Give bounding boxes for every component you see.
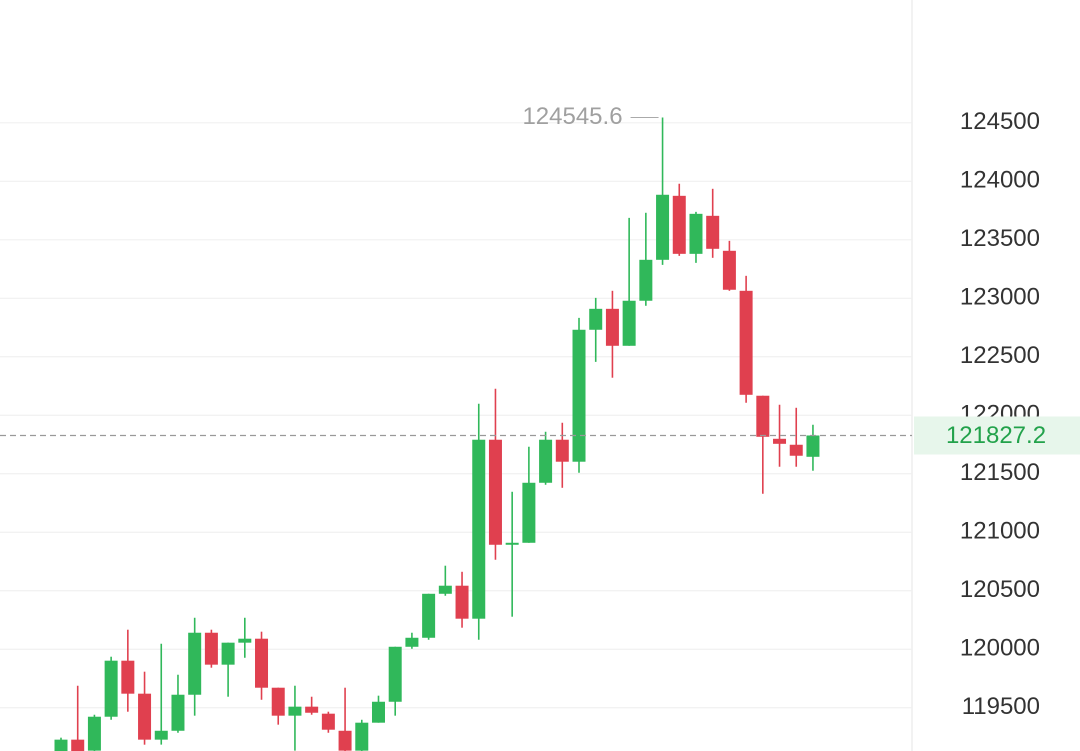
high-label: 124545.6: [522, 103, 622, 130]
last-price-label: 121827.2: [946, 422, 1046, 449]
candle-body: [204, 632, 218, 665]
candle-body: [54, 739, 68, 751]
candle-body: [455, 585, 469, 619]
candle-body: [689, 213, 703, 254]
candle-body: [656, 194, 670, 260]
candle-body: [355, 722, 369, 751]
y-tick-label: 120500: [960, 576, 1040, 603]
candle-body: [154, 730, 168, 740]
grid: [0, 122, 912, 709]
candle-body: [388, 646, 402, 702]
candle-body: [572, 329, 586, 462]
candle-body: [555, 439, 569, 462]
candle-body: [773, 438, 787, 444]
y-tick-label: 120000: [960, 635, 1040, 662]
candle-body: [188, 632, 202, 695]
y-tick-label: 122500: [960, 342, 1040, 369]
candle-body: [221, 642, 235, 665]
candle-body: [672, 195, 686, 254]
candles: [54, 117, 820, 751]
candle-body: [422, 593, 436, 638]
candle-body: [622, 300, 636, 346]
candle-body: [171, 694, 185, 731]
candle-body: [739, 290, 753, 395]
y-tick-label: 121000: [960, 518, 1040, 545]
candle-body: [756, 395, 770, 437]
candle-body: [505, 542, 519, 545]
candle-body: [321, 713, 335, 730]
labels: 1195001200001205001210001215001220001225…: [0, 103, 1080, 720]
candle-body: [371, 701, 385, 723]
candle-body: [539, 439, 553, 483]
y-tick-label: 124500: [960, 108, 1040, 135]
candle-body: [71, 739, 85, 751]
candle-body: [789, 444, 803, 456]
candle-body: [271, 687, 285, 716]
candle-body: [522, 482, 536, 543]
candle-body: [104, 660, 118, 717]
candle-body: [138, 693, 152, 740]
candle-body: [472, 439, 486, 619]
y-tick-label: 119500: [962, 693, 1040, 720]
candle-body: [488, 439, 502, 545]
candle-body: [405, 637, 419, 647]
y-tick-label: 121500: [960, 459, 1040, 486]
candle-body: [121, 660, 135, 694]
y-tick-label: 123000: [960, 284, 1040, 311]
candle-body: [338, 730, 352, 751]
candle-body: [806, 435, 820, 457]
last-price-box: [914, 416, 1080, 455]
y-tick-label: 123500: [960, 225, 1040, 252]
candle-body: [706, 215, 720, 249]
y-tick-label: 124000: [960, 167, 1040, 194]
candle-body: [288, 706, 302, 716]
candle-body: [305, 706, 319, 713]
candle-body: [722, 250, 736, 290]
candle-body: [238, 638, 252, 643]
candle-body: [438, 585, 452, 594]
candle-body: [255, 638, 269, 688]
candle-body: [639, 259, 653, 301]
candle-body: [87, 716, 101, 751]
candle-body: [589, 308, 603, 330]
candle-body: [605, 308, 619, 346]
